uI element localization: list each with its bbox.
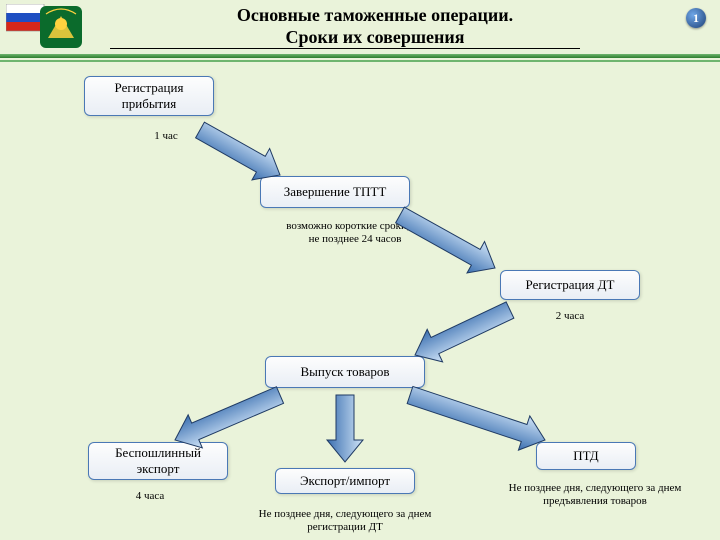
- page-title: Основные таможенные операции. Сроки их с…: [110, 4, 640, 48]
- arrow-icon: [327, 395, 363, 462]
- header-rule-icon: [0, 60, 720, 62]
- page-number-badge: 1: [686, 8, 706, 28]
- caption-4hours: 4 часа: [120, 490, 180, 503]
- node-label: Экспорт/импорт: [300, 473, 390, 489]
- caption-nextday-dt: Не позднее дня, следующего за днем регис…: [250, 508, 440, 534]
- node-release-goods: Выпуск товаров: [265, 356, 425, 388]
- node-completion-tptt: Завершение ТПТТ: [260, 176, 410, 208]
- arrow-icon: [404, 378, 550, 457]
- node-registration-arrival: Регистрация прибытия: [84, 76, 214, 116]
- node-label: Регистрация ДТ: [526, 277, 615, 293]
- emblem-icon: [6, 4, 86, 50]
- node-registration-dt: Регистрация ДТ: [500, 270, 640, 300]
- node-label: Завершение ТПТТ: [284, 184, 387, 200]
- node-ptd: ПТД: [536, 442, 636, 470]
- title-underline: [110, 48, 580, 49]
- header-rule-icon: [0, 54, 720, 58]
- caption-24hours: возможно короткие сроки, но не позднее 2…: [280, 220, 430, 246]
- node-label: Выпуск товаров: [300, 364, 389, 380]
- node-label: ПТД: [573, 448, 598, 464]
- node-label: Беспошлинный экспорт: [95, 445, 221, 477]
- node-dutyfree-export: Беспошлинный экспорт: [88, 442, 228, 480]
- title-line1: Основные таможенные операции.: [237, 5, 513, 25]
- caption-2hours: 2 часа: [540, 310, 600, 323]
- node-export-import: Экспорт/импорт: [275, 468, 415, 494]
- caption-nextday-present: Не позднее дня, следующего за днем предъ…: [500, 482, 690, 508]
- node-label: Регистрация прибытия: [91, 80, 207, 112]
- title-line2: Сроки их совершения: [285, 27, 464, 47]
- caption-1hour: 1 час: [136, 130, 196, 143]
